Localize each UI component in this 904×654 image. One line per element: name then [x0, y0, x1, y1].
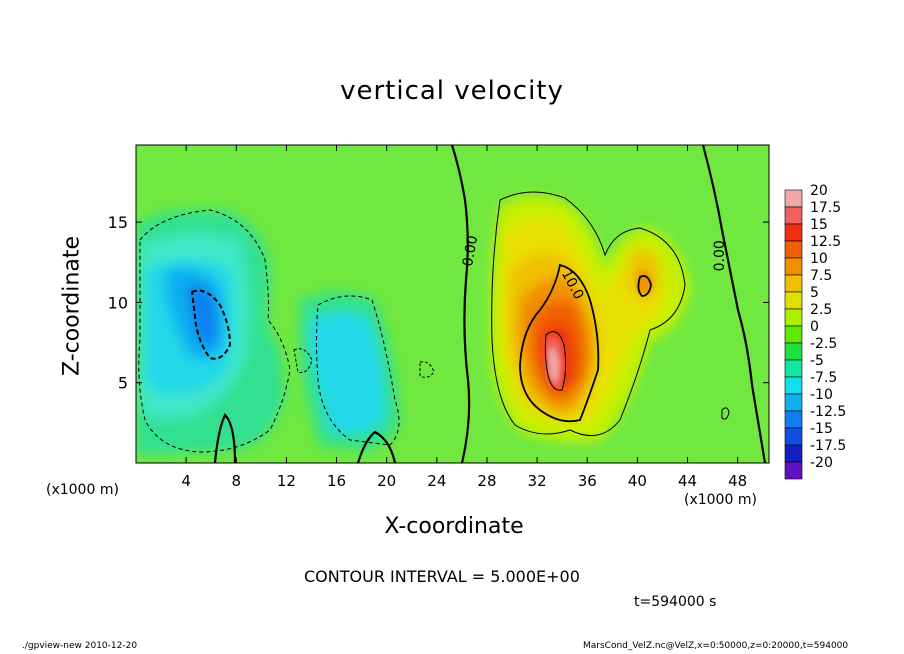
y-tick-label-1: 10 — [108, 293, 128, 312]
colorbar-swatch-14 — [784, 427, 803, 446]
x-tick-label-7: 32 — [528, 472, 547, 490]
plus10-contour-small — [637, 275, 652, 297]
minus-contour-small1 — [293, 348, 313, 373]
minus10-contour — [190, 289, 232, 360]
colorbar-swatch-13 — [784, 410, 803, 429]
x-tick-label-6: 28 — [477, 472, 496, 490]
colorbar-label-6: 5 — [810, 285, 819, 301]
colorbar-label-7: 2.5 — [810, 302, 832, 318]
colorbar-swatch-16 — [784, 461, 803, 480]
plus10-contour — [519, 263, 600, 423]
colorbar-swatch-8 — [784, 325, 803, 344]
colorbar-swatch-15 — [784, 444, 803, 463]
contour-label-2: 0.00 — [712, 240, 728, 271]
x-tick-label-10: 44 — [678, 472, 697, 490]
x-tick-label-0: 4 — [181, 472, 191, 490]
x-tick-label-5: 24 — [427, 472, 446, 490]
colorbar-label-14: -15 — [810, 421, 833, 437]
x-tick-label-4: 20 — [377, 472, 396, 490]
x-axis-label: X-coordinate — [384, 514, 524, 539]
colorbar-label-2: 15 — [810, 217, 828, 233]
zero-contour-bottom-left — [213, 413, 237, 463]
colorbar-label-8: 0 — [810, 319, 819, 335]
colorbar-swatch-6 — [784, 291, 803, 310]
colorbar-swatch-10 — [784, 359, 803, 378]
x-tick-label-1: 8 — [232, 472, 242, 490]
colorbar-swatch-1 — [784, 206, 803, 225]
colorbar-label-4: 10 — [810, 251, 828, 267]
colorbar: 2017.51512.5107.552.50-2.5-5-7.5-10-12.5… — [784, 183, 846, 480]
x-tick-label-3: 16 — [327, 472, 346, 490]
x-unit-left: (x1000 m) — [46, 482, 119, 498]
x-tick-label-2: 12 — [277, 472, 296, 490]
colorbar-swatch-0 — [784, 189, 803, 208]
plot-frame — [135, 144, 770, 464]
colorbar-swatch-12 — [784, 393, 803, 412]
zero-contour-bottom-mid — [356, 430, 397, 463]
colorbar-label-11: -7.5 — [810, 370, 837, 386]
contour-label-0: 0.00 — [460, 234, 481, 267]
colorbar-label-0: 20 — [810, 183, 828, 199]
colorbar-label-13: -12.5 — [810, 404, 846, 420]
colorbar-label-5: 7.5 — [810, 268, 832, 284]
minus5-contour-mid — [316, 295, 400, 446]
y-tick-label-2: 15 — [108, 213, 128, 232]
contour-interval-text: CONTOUR INTERVAL = 5.000E+00 — [304, 567, 580, 586]
plus15-contour — [544, 331, 567, 391]
colorbar-label-10: -5 — [810, 353, 824, 369]
colorbar-label-15: -17.5 — [810, 438, 846, 454]
chart-title: vertical velocity — [340, 76, 564, 106]
x-tick-label-9: 40 — [628, 472, 647, 490]
colorbar-label-12: -10 — [810, 387, 833, 403]
velocity-field — [136, 145, 769, 463]
colorbar-label-3: 12.5 — [810, 234, 841, 250]
colorbar-swatch-2 — [784, 223, 803, 242]
zero-contour-right — [701, 145, 767, 463]
colorbar-swatch-5 — [784, 274, 803, 293]
colorbar-swatch-11 — [784, 376, 803, 395]
colorbar-label-9: -2.5 — [810, 336, 837, 352]
colorbar-label-16: -20 — [810, 455, 833, 471]
contour-lines — [138, 145, 767, 463]
x-unit-right: (x1000 m) — [684, 492, 757, 508]
minus5-contour-left — [138, 209, 291, 453]
plus5-contour — [491, 191, 686, 437]
zero-contour-left — [450, 145, 471, 463]
footer-left: ./gpview-new 2010-12-20 — [22, 641, 138, 651]
small-contour — [721, 407, 730, 420]
colorbar-swatch-7 — [784, 308, 803, 327]
y-axis-label: Z-coordinate — [59, 236, 85, 376]
x-tick-label-8: 36 — [578, 472, 597, 490]
y-tick-label-0: 5 — [118, 374, 128, 393]
colorbar-swatch-4 — [784, 257, 803, 276]
colorbar-swatch-9 — [784, 342, 803, 361]
time-label: t=594000 s — [634, 594, 717, 610]
colorbar-label-1: 17.5 — [810, 200, 841, 216]
minus-contour-small2 — [419, 361, 435, 378]
footer-right: MarsCond_VelZ.nc@VelZ,x=0:50000,z=0:2000… — [583, 641, 849, 651]
x-tick-label-11: 48 — [728, 472, 747, 490]
colorbar-swatch-3 — [784, 240, 803, 259]
